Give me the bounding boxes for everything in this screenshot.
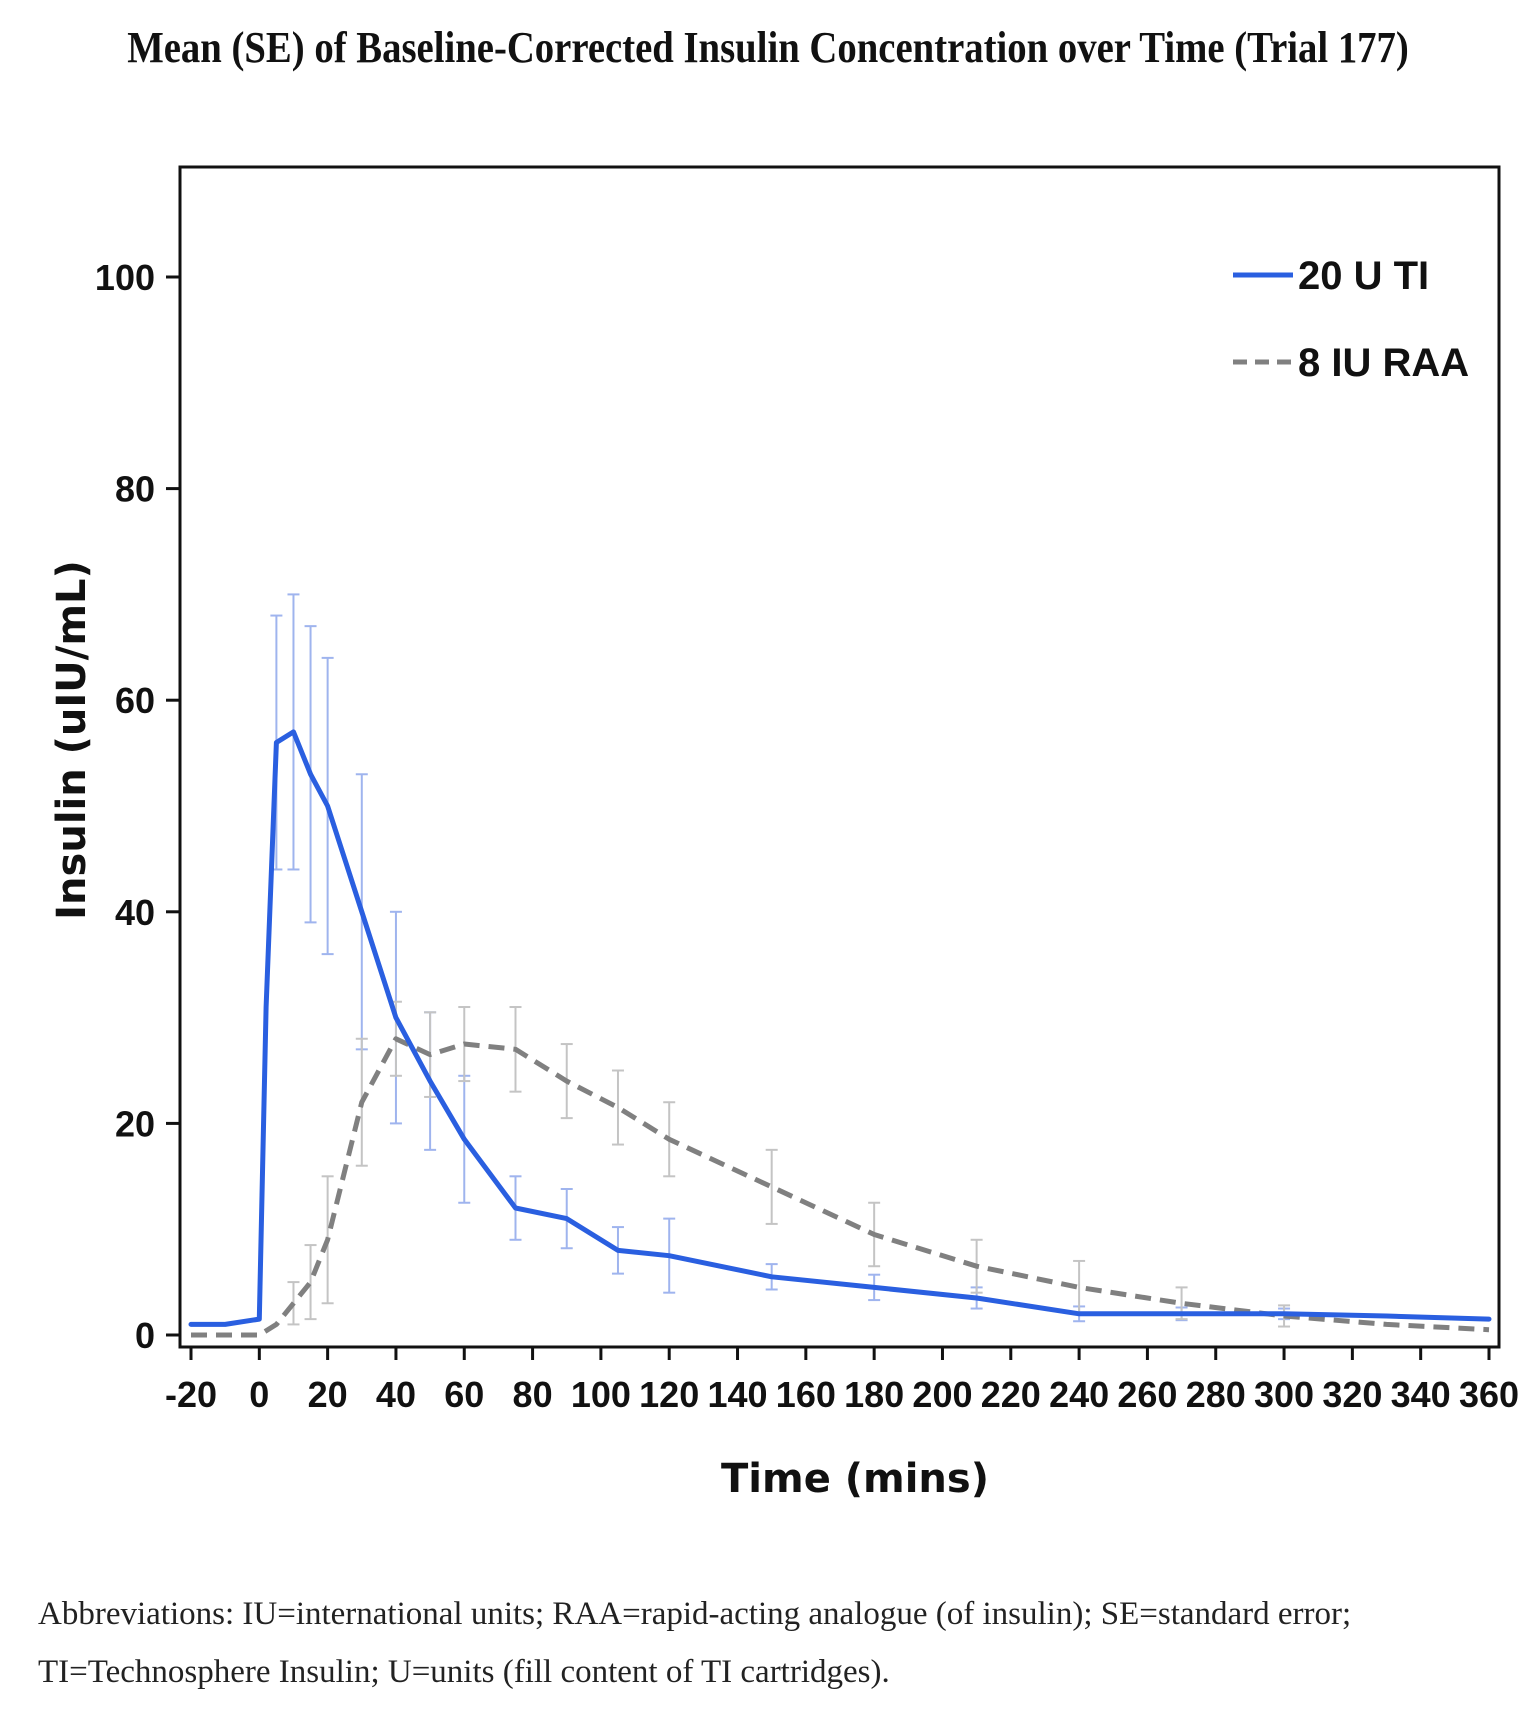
x-tick-label: 280 bbox=[1186, 1374, 1246, 1415]
error-bar bbox=[611, 1069, 624, 1146]
y-tick-label: 80 bbox=[115, 469, 155, 510]
x-tick-label: 260 bbox=[1117, 1374, 1177, 1415]
chart-title: Mean (SE) of Baseline-Corrected Insulin … bbox=[127, 23, 1409, 72]
x-tick-label: 320 bbox=[1322, 1374, 1382, 1415]
x-tick-label: 160 bbox=[776, 1374, 836, 1415]
x-tick-label: 300 bbox=[1254, 1374, 1314, 1415]
x-tick-label: -20 bbox=[165, 1374, 217, 1415]
legend-label-8-iu-raa: 8 IU RAA bbox=[1298, 341, 1469, 385]
y-axis: 0 20 40 60 80 100 bbox=[95, 257, 180, 1356]
series-line-8-iu-raa bbox=[191, 1036, 1490, 1338]
y-tick-label: 20 bbox=[115, 1103, 155, 1144]
x-tick-label: 140 bbox=[707, 1374, 767, 1415]
y-tick-label: 40 bbox=[115, 892, 155, 933]
x-tick-label: 40 bbox=[376, 1374, 416, 1415]
y-tick-label: 0 bbox=[135, 1315, 155, 1356]
y-axis-title: Insulin (uIU/mL) bbox=[49, 560, 95, 920]
x-tick-label: 200 bbox=[912, 1374, 972, 1415]
error-bar bbox=[304, 1244, 317, 1321]
x-tick-label: 120 bbox=[639, 1374, 699, 1415]
y-tick-label: 60 bbox=[115, 680, 155, 721]
error-bars bbox=[270, 593, 1291, 1328]
x-tick-label: 80 bbox=[513, 1374, 553, 1415]
x-axis: -20 0 20 40 60 80 100 120 140 160 180 200 220 240 260 2… bbox=[165, 1347, 1519, 1415]
x-tick-label: 340 bbox=[1391, 1374, 1451, 1415]
plot-frame bbox=[178, 165, 1501, 1349]
y-tick-label: 100 bbox=[95, 257, 155, 298]
x-tick-label: 20 bbox=[308, 1374, 348, 1415]
footnote: Abbreviations: IU=international units; R… bbox=[38, 1596, 1352, 1690]
error-bar bbox=[765, 1148, 778, 1225]
legend: 20 U TI 8 IU RAA bbox=[1233, 254, 1469, 385]
x-tick-label: 220 bbox=[981, 1374, 1041, 1415]
x-tick-label: 180 bbox=[844, 1374, 904, 1415]
x-axis-title: Time (mins) bbox=[721, 1456, 989, 1502]
series-lines bbox=[188, 729, 1492, 1338]
x-tick-label: 60 bbox=[444, 1374, 484, 1415]
series-line-20-u-ti bbox=[188, 729, 1492, 1327]
x-tick-label: 100 bbox=[571, 1374, 631, 1415]
x-tick-label: 240 bbox=[1049, 1374, 1109, 1415]
x-tick-label: 360 bbox=[1459, 1374, 1519, 1415]
legend-label-20-u-ti: 20 U TI bbox=[1298, 254, 1429, 298]
x-tick-label: 0 bbox=[249, 1374, 269, 1415]
